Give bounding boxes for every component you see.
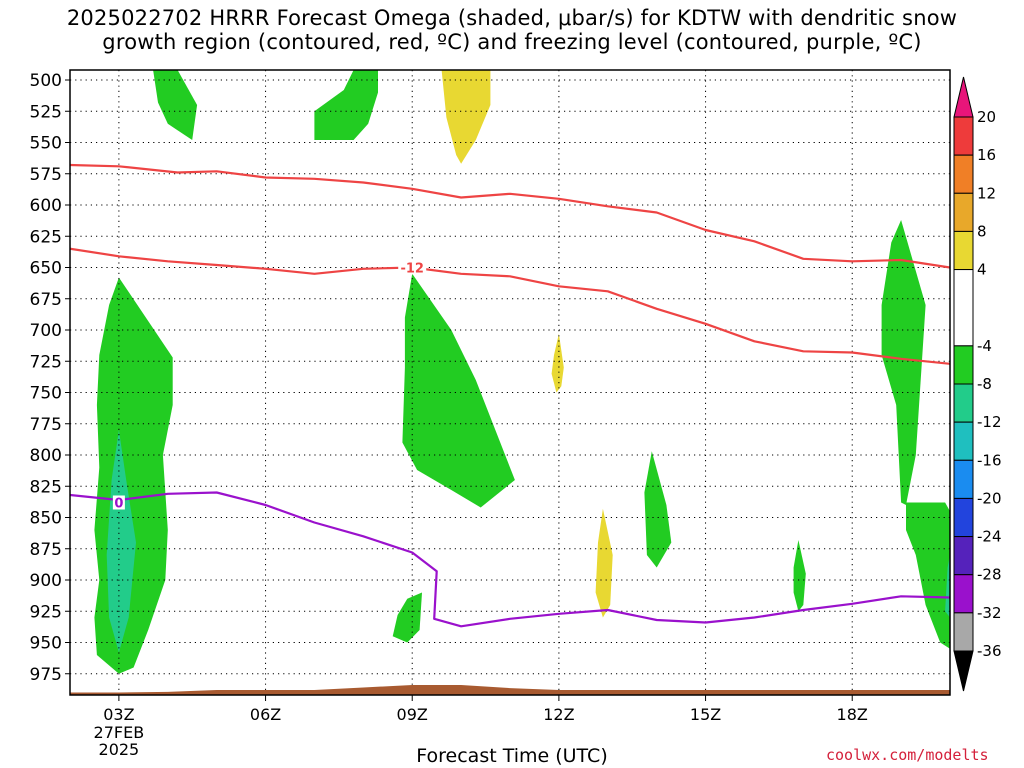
chart-title: 2025022702 HRRR Forecast Omega (shaded, … [0,6,1024,54]
x-tick-label-18: 18Z [837,705,868,724]
y-tick-label-675: 675 [30,290,62,310]
omega-region-5 [402,273,515,508]
colorbar-bin-2 [953,192,974,232]
colorbar-tick--20: -20 [977,489,1002,507]
omega-region-7 [392,592,422,643]
colorbar-tick--4: -4 [977,337,992,355]
omega-region-12 [906,502,950,649]
omega-region-8 [595,508,613,618]
omega-region-2 [441,70,491,164]
omega-region-6 [551,333,564,393]
colorbar: 20 16 12 8 4 -4 -8 -12 -16 -20 -24 -28 -32 -36 [953,76,1002,692]
y-tick-label-800: 800 [30,446,62,466]
y-tick-label-725: 725 [30,352,62,372]
colorbar-bottom-arrow [953,650,974,692]
chart-title-line1: 2025022702 HRRR Forecast Omega (shaded, … [66,6,958,30]
plot-frame [69,69,951,696]
omega-region-1 [314,70,378,140]
y-tick-label-900: 900 [30,571,62,591]
y-tick-label-750: 750 [30,384,62,404]
isotherm-label-1: -12 [400,262,424,277]
colorbar-bin-5 [953,345,974,385]
y-tick-label-925: 925 [30,602,62,622]
isotherm-line-0 [70,163,950,269]
terrain-layer [70,685,950,695]
isotherm-line-2 [70,491,950,628]
site-credit-link[interactable]: coolwx.com/modelts [826,746,989,764]
colorbar-bin-11 [953,574,974,614]
colorbar-tick--32: -32 [977,604,1002,622]
colorbar-bin-7 [953,421,974,461]
colorbar-bin-12 [953,612,974,652]
y-tick-label-875: 875 [30,540,62,560]
colorbar-bin-1 [953,154,974,194]
colorbar-tick-12: 12 [977,184,996,202]
colorbar-tick--36: -36 [977,642,1002,660]
y-tick-label-950: 950 [30,634,62,654]
colorbar-tick--24: -24 [977,528,1002,546]
colorbar-bin-0 [953,116,974,156]
colorbar-tick--8: -8 [977,375,992,393]
y-tick-label-850: 850 [30,509,62,529]
y-tick-label-500: 500 [30,71,62,91]
x-tick-label-3: 03Z [103,705,134,724]
y-tick-label-700: 700 [30,321,62,341]
x-tick-label-12: 12Z [543,705,574,724]
colorbar-bin-6 [953,383,974,423]
colorbar-bin-4 [953,269,974,347]
omega-region-0 [153,70,198,140]
colorbar-tick-8: 8 [977,222,987,240]
colorbar-bin-3 [953,230,974,271]
colorbar-tick-16: 16 [977,146,996,164]
plot-axes: 500 525 550 575 600 625 650 675 700 725 750 775 800 8… [30,69,951,759]
chart-title-line2: growth region (contoured, red, ºC) and f… [102,30,922,54]
omega-shading [94,70,950,674]
terrain-fill [70,685,950,695]
y-tick-label-975: 975 [30,665,62,685]
omega-region-3 [94,277,173,674]
x-tick-label-6: 06Z [250,705,281,724]
grid-lines [70,70,950,695]
y-tick-label-575: 575 [30,165,62,185]
x-tick-label-15: 15Z [690,705,721,724]
x-tick-label-9: 09Z [397,705,428,724]
omega-region-13 [945,555,950,618]
x-tick-sublabel-3-0: 27FEB [94,723,145,742]
omega-region-11 [881,220,926,505]
colorbar-bin-10 [953,536,974,576]
y-tick-label-775: 775 [30,415,62,435]
x-tick-sublabel-3-1: 2025 [99,740,140,759]
isotherm-label-2: 0 [114,497,123,512]
colorbar-tick--16: -16 [977,451,1002,469]
colorbar-bin-9 [953,497,974,538]
colorbar-tick--12: -12 [977,413,1002,431]
isotherm-line-1 [70,247,950,365]
y-tick-label-825: 825 [30,477,62,497]
colorbar-top-arrow [953,76,974,118]
x-axis-label: Forecast Time (UTC) [416,745,608,767]
isotherm-label-bg-2 [112,495,125,510]
y-tick-label-625: 625 [30,227,62,247]
isotherm-contours: -12 0 [70,163,950,628]
colorbar-bin-8 [953,459,974,499]
y-tick-label-650: 650 [30,259,62,279]
y-tick-label-525: 525 [30,102,62,122]
omega-region-9 [644,451,672,568]
y-tick-label-550: 550 [30,134,62,154]
colorbar-tick--28: -28 [977,566,1002,584]
omega-region-4 [106,430,136,653]
y-tick-label-600: 600 [30,196,62,216]
isotherm-label-bg-1 [398,260,427,275]
colorbar-tick-4: 4 [977,261,987,279]
omega-region-10 [793,540,806,612]
colorbar-tick-20: 20 [977,108,996,126]
